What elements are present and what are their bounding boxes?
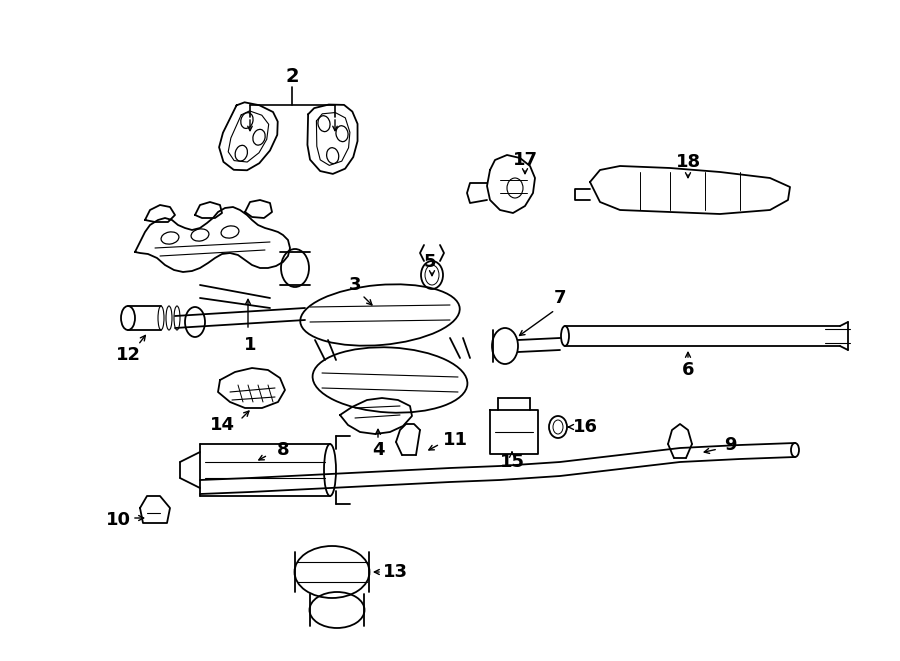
Text: 7: 7 bbox=[554, 289, 566, 307]
Text: 5: 5 bbox=[424, 253, 436, 271]
Text: 8: 8 bbox=[276, 441, 289, 459]
Text: 1: 1 bbox=[244, 336, 256, 354]
Text: 4: 4 bbox=[372, 441, 384, 459]
Text: 11: 11 bbox=[443, 431, 467, 449]
Text: 18: 18 bbox=[675, 153, 700, 171]
Text: 17: 17 bbox=[512, 151, 537, 169]
Text: 13: 13 bbox=[382, 563, 408, 581]
Text: 9: 9 bbox=[724, 436, 736, 454]
Text: 3: 3 bbox=[349, 276, 361, 294]
Text: 2: 2 bbox=[285, 67, 299, 87]
Text: 10: 10 bbox=[105, 511, 130, 529]
Text: 16: 16 bbox=[572, 418, 598, 436]
Text: 6: 6 bbox=[682, 361, 694, 379]
Text: 12: 12 bbox=[115, 346, 140, 364]
Text: 14: 14 bbox=[210, 416, 235, 434]
Text: 15: 15 bbox=[500, 453, 525, 471]
